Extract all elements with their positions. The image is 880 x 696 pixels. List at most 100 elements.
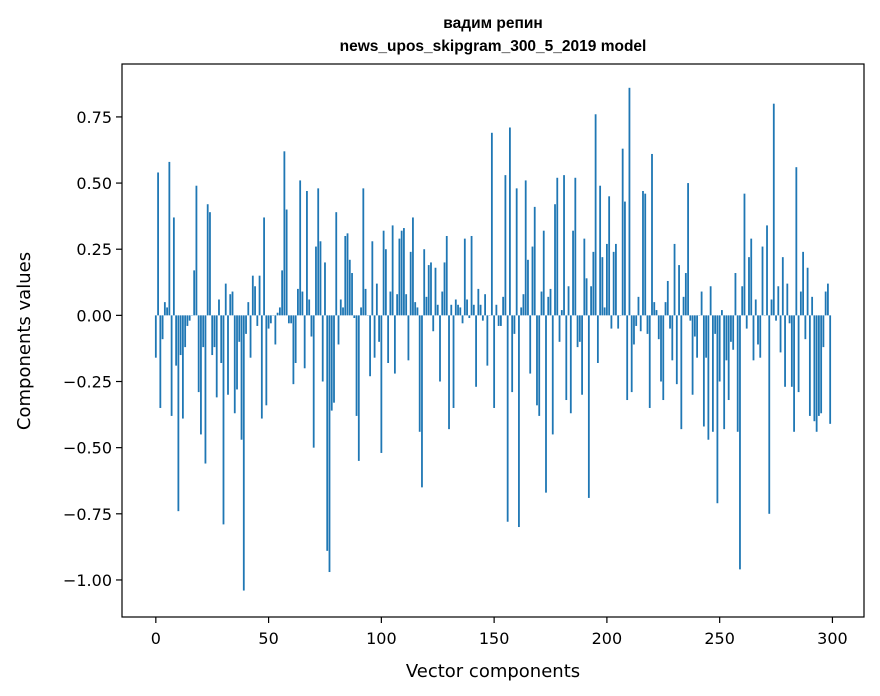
x-tick-label: 300 [817,629,848,648]
bar [472,304,475,316]
bar [416,307,419,316]
bar [815,315,818,432]
bar [292,315,295,385]
bar [436,304,439,316]
bar [430,262,432,316]
bar [211,315,214,356]
bar [175,315,178,366]
bar [421,315,423,488]
bar [351,273,353,316]
bar [360,307,362,316]
bar [531,246,534,316]
bar [612,251,615,316]
bar [432,315,435,332]
bar [249,315,252,358]
bar [601,257,604,316]
bar [154,315,157,358]
bar [752,315,755,361]
x-tick-label: 200 [592,629,623,648]
bar [716,315,719,504]
bar [486,315,489,366]
bar [337,315,340,345]
bar [599,185,602,316]
bar [364,288,367,316]
bar [822,315,825,348]
bar [159,315,162,408]
bar [497,315,500,326]
bar [466,299,468,316]
bar [391,225,394,316]
bar [682,296,685,316]
bar [407,315,410,361]
bar [457,304,459,316]
bar [200,315,202,435]
y-tick-label: −0.25 [63,373,112,392]
bar [409,251,412,316]
bar [412,217,414,316]
bar [693,315,696,337]
bar [448,315,450,430]
bar [666,280,669,316]
bar [594,114,597,316]
bar [285,209,288,316]
bar [797,315,800,393]
x-tick-label: 0 [151,629,161,648]
bar [425,296,428,316]
bar [626,315,629,401]
bar [536,315,538,406]
bar [479,304,482,316]
bar [824,291,827,316]
bar [373,315,376,358]
bar [700,291,703,316]
bar [799,291,802,316]
bar [312,315,315,448]
bar [481,315,484,321]
bar [515,188,518,316]
bar [389,291,392,316]
bar [299,180,302,316]
bar [398,238,401,316]
bar [804,315,807,340]
bar [445,235,448,316]
plot-area-frame [121,63,865,618]
x-tick-label: 100 [366,629,397,648]
bar [721,310,723,316]
x-tick-label: 50 [258,629,278,648]
bar [775,315,777,321]
bar [308,299,311,316]
bar [651,153,653,316]
bar [245,315,247,334]
bar [414,302,417,316]
bar [786,283,789,316]
bar [242,315,245,591]
bar [511,315,514,393]
bar [657,315,660,340]
bar [808,315,811,416]
bar [405,294,408,316]
bar [443,262,446,316]
bar [387,315,390,363]
bar [813,315,816,422]
y-tick-label: −0.50 [63,439,112,458]
bar [375,283,378,316]
bar [766,225,768,316]
bar [452,315,455,408]
bar [166,307,168,316]
bar [745,315,748,329]
bar [231,291,234,316]
bar [560,310,563,316]
bar [333,315,335,403]
y-tick-label: 0.25 [76,240,112,259]
bar [213,315,216,348]
bar [393,315,396,374]
bar [736,315,739,432]
bar [644,193,647,316]
bar [172,217,175,316]
bar [806,267,809,316]
bar [251,275,254,316]
bar [524,180,527,316]
bar [637,296,640,316]
bar [328,315,331,573]
bar [705,315,708,358]
bar [748,257,750,316]
